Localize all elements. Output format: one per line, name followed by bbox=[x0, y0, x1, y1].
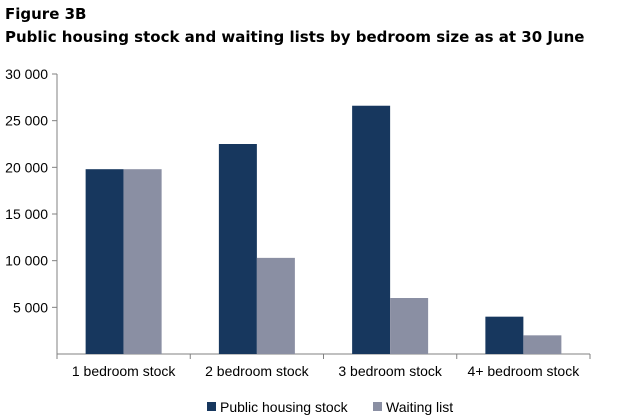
bar-waiting-list bbox=[256, 257, 295, 354]
bar-public-housing-stock bbox=[218, 144, 257, 354]
bar-public-housing-stock bbox=[352, 105, 391, 354]
bar-public-housing-stock bbox=[485, 316, 524, 354]
figure-label: Figure 3B bbox=[5, 5, 87, 23]
y-tick-label: 20 000 bbox=[5, 159, 48, 175]
y-tick-label: 5 000 bbox=[13, 299, 48, 315]
y-tick-label: 30 000 bbox=[5, 66, 48, 82]
bar-waiting-list bbox=[123, 169, 162, 354]
legend-swatch-waiting-list bbox=[373, 402, 382, 411]
x-tick-label: 1 bedroom stock bbox=[72, 363, 176, 379]
legend-label-waiting-list: Waiting list bbox=[386, 399, 453, 415]
y-tick-label: 15 000 bbox=[5, 206, 48, 222]
x-tick-label: 4+ bedroom stock bbox=[468, 363, 581, 379]
chart-title: Public housing stock and waiting lists b… bbox=[5, 28, 585, 46]
x-tick-label: 2 bedroom stock bbox=[205, 363, 309, 379]
x-tick-label: 3 bedroom stock bbox=[338, 363, 442, 379]
bar-waiting-list bbox=[390, 298, 429, 354]
legend-swatch-public-housing-stock bbox=[207, 402, 216, 411]
y-tick-label: 10 000 bbox=[5, 253, 48, 269]
bar-waiting-list bbox=[523, 335, 562, 354]
bar-public-housing-stock bbox=[85, 169, 124, 354]
legend-label-public-housing-stock: Public housing stock bbox=[220, 399, 349, 415]
y-tick-label: 25 000 bbox=[5, 113, 48, 129]
